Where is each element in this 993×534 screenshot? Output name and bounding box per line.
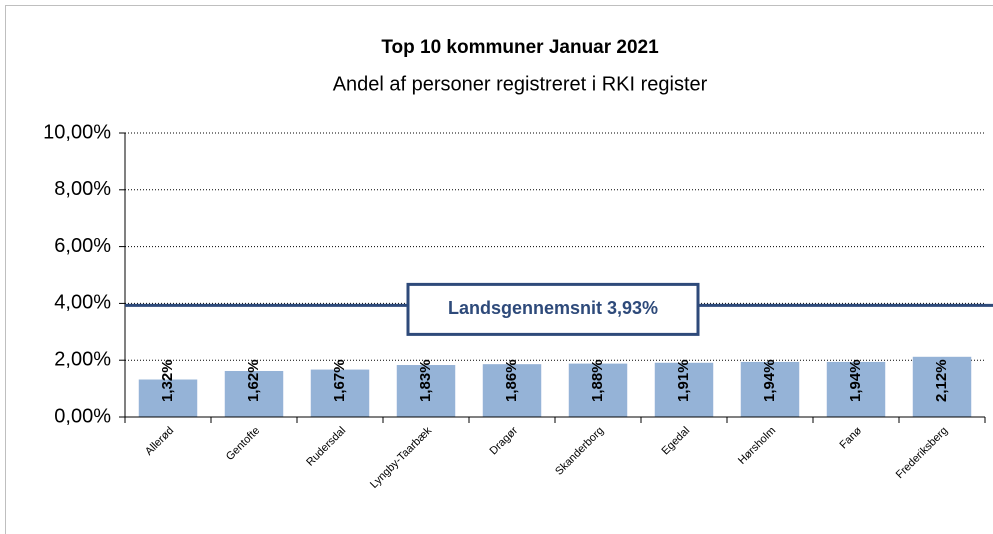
chart-border (5, 5, 993, 534)
value-label: 1,94% (761, 359, 778, 402)
bar (912, 356, 972, 417)
reference-label: Landsgennemsnit 3,93% (448, 298, 658, 318)
reference-label-box (406, 282, 700, 336)
chart-title: Top 10 kommuner Januar 2021 (381, 37, 659, 58)
y-tick-label: 6,00% (54, 235, 111, 257)
value-label: 1,83% (417, 359, 434, 402)
y-tick-label: 0,00% (54, 405, 111, 427)
bar (740, 361, 800, 417)
y-tick-label: 4,00% (54, 292, 111, 314)
y-tick-label: 8,00% (54, 178, 111, 200)
value-label: 1,67% (331, 359, 348, 402)
value-label: 2,12% (933, 359, 950, 402)
value-label: 1,88% (589, 359, 606, 402)
bar (310, 369, 370, 417)
bar (224, 370, 284, 417)
value-label: 1,86% (503, 359, 520, 402)
bar (568, 363, 628, 417)
value-label: 1,32% (159, 359, 176, 402)
y-tick-label: 2,00% (54, 348, 111, 370)
y-tick-label: 10,00% (43, 121, 111, 143)
value-label: 1,94% (847, 359, 864, 402)
bar (826, 361, 886, 417)
bar (138, 379, 198, 417)
bar (482, 364, 542, 417)
chart-subtitle: Andel af personer registreret i RKI regi… (333, 73, 708, 95)
value-label: 1,91% (675, 359, 692, 402)
value-label: 1,62% (245, 359, 262, 402)
bar (396, 365, 456, 417)
bar (654, 362, 714, 417)
